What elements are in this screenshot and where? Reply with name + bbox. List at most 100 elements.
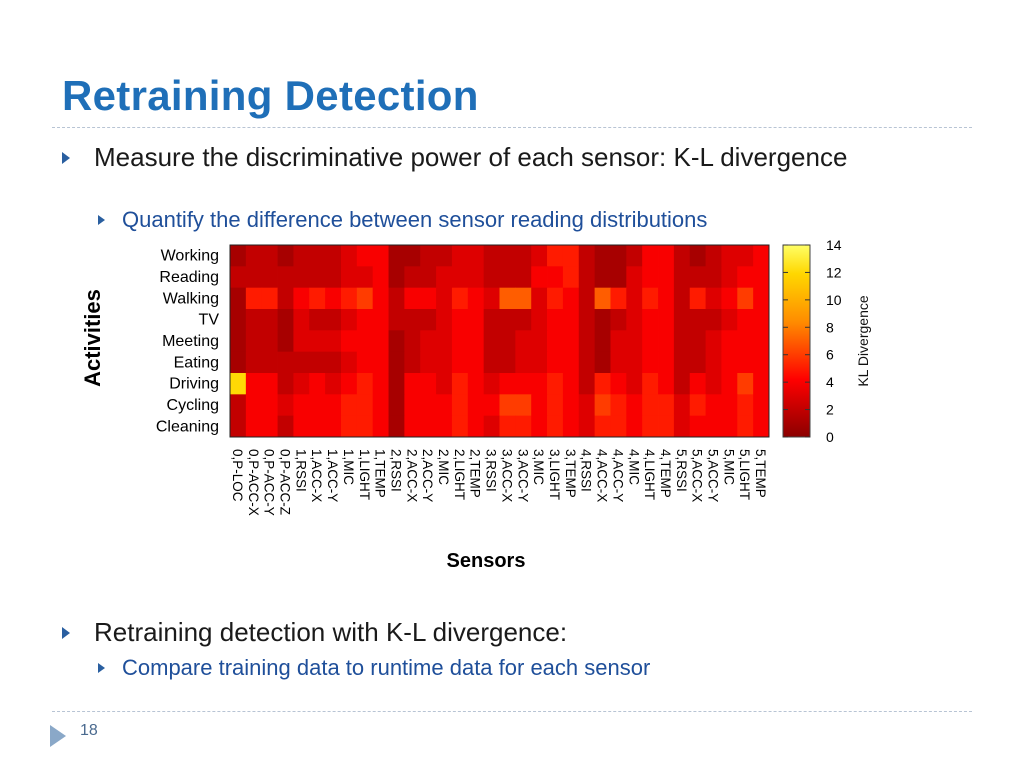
heatmap-cell bbox=[293, 245, 310, 267]
column-label: 1,TEMP bbox=[373, 449, 388, 498]
column-label: 1,LIGHT bbox=[357, 449, 372, 500]
heatmap-cell bbox=[325, 266, 342, 289]
heatmap-cell bbox=[340, 330, 358, 353]
heatmap-cell bbox=[737, 351, 754, 374]
heatmap-cell bbox=[245, 373, 263, 395]
heatmap-cell bbox=[673, 330, 691, 353]
heatmap-cell bbox=[499, 287, 516, 310]
heatmap-cell bbox=[721, 266, 738, 289]
heatmap-cell bbox=[309, 351, 326, 374]
heatmap-cell bbox=[325, 415, 342, 438]
heatmap-cell bbox=[547, 415, 564, 438]
heatmap-cell bbox=[673, 394, 691, 417]
heatmap-cell bbox=[721, 287, 738, 310]
heatmap-cell bbox=[626, 287, 643, 310]
heatmap-cell bbox=[340, 373, 358, 395]
heatmap-cell bbox=[721, 373, 738, 395]
heatmap-cell bbox=[753, 373, 770, 395]
heatmap-cell bbox=[293, 309, 310, 331]
heatmap-cell bbox=[673, 245, 691, 267]
heatmap-cell bbox=[293, 287, 310, 310]
heatmap-cell bbox=[230, 330, 247, 353]
heatmap-cell bbox=[245, 330, 263, 353]
colorbar-label: KL Divergence bbox=[855, 295, 871, 387]
heatmap-cell bbox=[451, 373, 469, 395]
column-label: 4,RSSI bbox=[579, 449, 594, 492]
heatmap-cell bbox=[230, 266, 247, 289]
heatmap-cell bbox=[753, 245, 770, 267]
heatmap-cell bbox=[737, 287, 754, 310]
heatmap-cell bbox=[515, 309, 532, 331]
heatmap-cell bbox=[737, 330, 754, 353]
heatmap-cell bbox=[562, 415, 580, 438]
heatmap-cell bbox=[626, 245, 643, 267]
heatmap-cell bbox=[737, 245, 754, 267]
heatmap-cell bbox=[356, 266, 374, 289]
column-labels: 0,P-LOC 0,P-ACC-X 0,P-ACC-Y 0,P-ACC-Z 1,RSSI… bbox=[230, 449, 768, 516]
heatmap-cell bbox=[356, 309, 374, 331]
heatmap-cell bbox=[610, 351, 627, 374]
heatmap-cell bbox=[547, 330, 564, 353]
heatmap-cell bbox=[451, 415, 469, 438]
heatmap-cell bbox=[610, 287, 627, 310]
heatmap-cell bbox=[436, 415, 453, 438]
heatmap-cell bbox=[420, 266, 437, 289]
bullet-1: Measure the discriminative power of each… bbox=[62, 143, 862, 171]
heatmap-cell bbox=[230, 309, 247, 331]
heatmap-cell bbox=[245, 266, 263, 289]
column-label: 2,LIGHT bbox=[452, 449, 467, 500]
heatmap-cell bbox=[404, 373, 421, 395]
row-label: Driving bbox=[169, 376, 219, 393]
heatmap-cell bbox=[436, 394, 453, 417]
colorbar-tick-label: 12 bbox=[826, 264, 842, 280]
footer-divider bbox=[52, 711, 972, 712]
heatmap-cell bbox=[547, 373, 564, 395]
heatmap-cell bbox=[578, 351, 596, 374]
heatmap-cell bbox=[309, 287, 326, 310]
heatmap-cell bbox=[753, 309, 770, 331]
heatmap-cell bbox=[642, 309, 659, 331]
heatmap-cell bbox=[547, 309, 564, 331]
heatmap-cell bbox=[388, 266, 405, 289]
heatmap-cell bbox=[340, 415, 358, 438]
heatmap-cell bbox=[230, 394, 247, 417]
heatmap-cell bbox=[436, 351, 453, 374]
heatmap-cell bbox=[277, 415, 294, 438]
heatmap-cell bbox=[483, 330, 500, 353]
heatmap-cell bbox=[245, 394, 263, 417]
row-label: Eating bbox=[174, 354, 219, 371]
heatmap-cell bbox=[547, 351, 564, 374]
heatmap-cell bbox=[404, 415, 421, 438]
heatmap-cell bbox=[420, 287, 437, 310]
heatmap-cell bbox=[499, 373, 516, 395]
heatmap-cell bbox=[531, 394, 548, 417]
heatmap-cell bbox=[594, 266, 611, 289]
heatmap-cell bbox=[483, 287, 500, 310]
heatmap-cell bbox=[499, 394, 516, 417]
heatmap-cell bbox=[658, 415, 675, 438]
heatmap-cell bbox=[309, 330, 326, 353]
heatmap-cell bbox=[626, 309, 643, 331]
heatmap-cell bbox=[230, 373, 247, 395]
heatmap-cell bbox=[388, 373, 405, 395]
heatmap-cell bbox=[658, 245, 675, 267]
heatmap-cell bbox=[515, 415, 532, 438]
heatmap-cell bbox=[705, 245, 722, 267]
column-label: 3,MIC bbox=[531, 449, 546, 485]
heatmap-cell bbox=[562, 245, 580, 267]
heatmap-cell bbox=[531, 266, 548, 289]
plot-frame bbox=[229, 244, 770, 438]
heatmap-cell bbox=[578, 309, 596, 331]
heatmap-cell bbox=[436, 266, 453, 289]
heatmap-cell bbox=[721, 309, 738, 331]
row-label: Working bbox=[161, 248, 219, 265]
column-label: 0,P-ACC-Y bbox=[262, 449, 277, 516]
heatmap-cell bbox=[705, 415, 722, 438]
colorbar-tick-label: 2 bbox=[826, 402, 834, 418]
column-label: 3,RSSI bbox=[484, 449, 499, 492]
heatmap-cell bbox=[467, 309, 485, 331]
heatmap-cell bbox=[388, 330, 405, 353]
column-label: 4,TEMP bbox=[658, 449, 673, 498]
heatmap-cell bbox=[325, 351, 342, 374]
colorbar bbox=[782, 244, 811, 438]
